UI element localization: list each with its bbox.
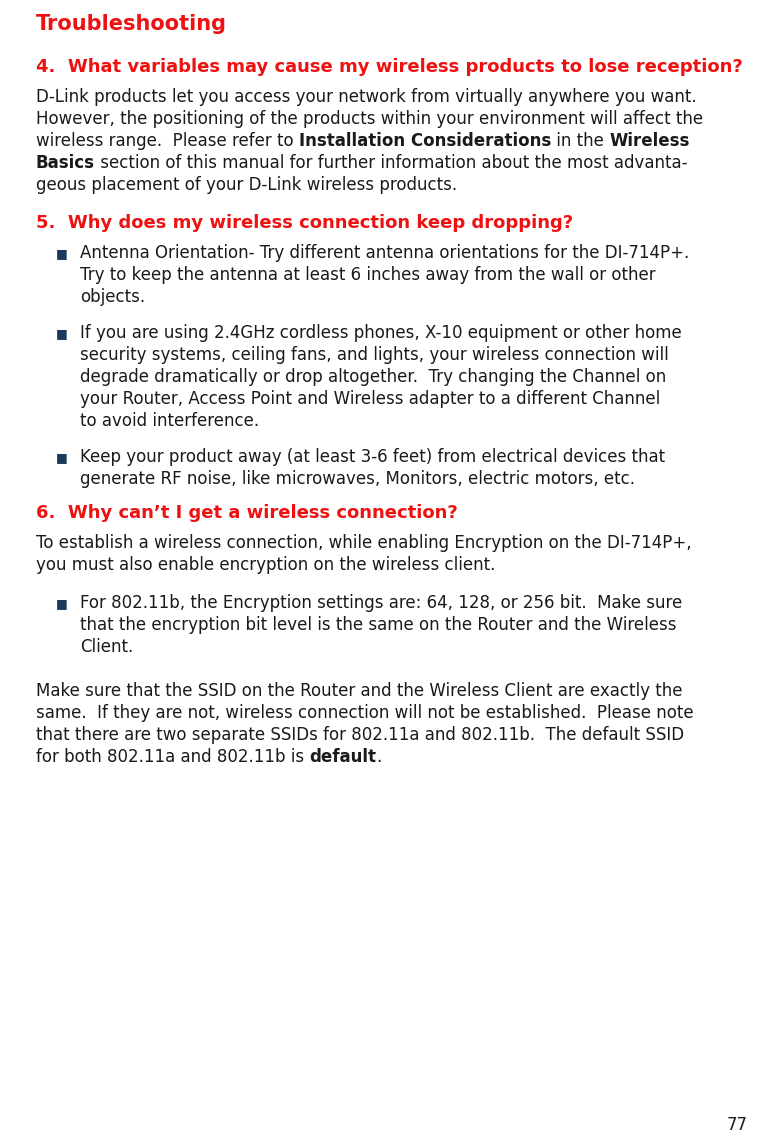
Text: for both 802.11a and 802.11b is: for both 802.11a and 802.11b is (36, 748, 310, 766)
Text: Antenna Orientation- Try different antenna orientations for the DI-714P+.: Antenna Orientation- Try different anten… (80, 245, 689, 262)
Text: ■: ■ (56, 247, 67, 259)
Text: ■: ■ (56, 451, 67, 464)
Text: generate RF noise, like microwaves, Monitors, electric motors, etc.: generate RF noise, like microwaves, Moni… (80, 470, 635, 488)
Text: Try to keep the antenna at least 6 inches away from the wall or other: Try to keep the antenna at least 6 inche… (80, 266, 655, 284)
Text: same.  If they are not, wireless connection will not be established.  Please not: same. If they are not, wireless connecti… (36, 704, 694, 722)
Text: objects.: objects. (80, 288, 145, 307)
Text: to avoid interference.: to avoid interference. (80, 412, 260, 430)
Text: .: . (376, 748, 382, 766)
Text: 6.  Why can’t I get a wireless connection?: 6. Why can’t I get a wireless connection… (36, 504, 458, 522)
Text: ■: ■ (56, 597, 67, 610)
Text: Basics: Basics (36, 154, 95, 172)
Text: geous placement of your D-Link wireless products.: geous placement of your D-Link wireless … (36, 176, 457, 194)
Text: Wireless: Wireless (609, 132, 690, 150)
Text: security systems, ceiling fans, and lights, your wireless connection will: security systems, ceiling fans, and ligh… (80, 346, 669, 364)
Text: your Router, Access Point and Wireless adapter to a different Channel: your Router, Access Point and Wireless a… (80, 390, 660, 408)
Text: Make sure that the SSID on the Router and the Wireless Client are exactly the: Make sure that the SSID on the Router an… (36, 682, 683, 700)
Text: 4.  What variables may cause my wireless products to lose reception?: 4. What variables may cause my wireless … (36, 59, 742, 76)
Text: you must also enable encryption on the wireless client.: you must also enable encryption on the w… (36, 556, 495, 574)
Text: ■: ■ (56, 327, 67, 340)
Text: section of this manual for further information about the most advanta-: section of this manual for further infor… (95, 154, 688, 172)
Text: default: default (310, 748, 376, 766)
Text: 77: 77 (727, 1116, 748, 1134)
Text: degrade dramatically or drop altogether.  Try changing the Channel on: degrade dramatically or drop altogether.… (80, 369, 666, 386)
Text: However, the positioning of the products within your environment will affect the: However, the positioning of the products… (36, 110, 703, 127)
Text: Installation Considerations: Installation Considerations (299, 132, 551, 150)
Text: Keep your product away (at least 3-6 feet) from electrical devices that: Keep your product away (at least 3-6 fee… (80, 448, 665, 466)
Text: For 802.11b, the Encryption settings are: 64, 128, or 256 bit.  Make sure: For 802.11b, the Encryption settings are… (80, 594, 682, 612)
Text: Client.: Client. (80, 638, 133, 656)
Text: If you are using 2.4GHz cordless phones, X-10 equipment or other home: If you are using 2.4GHz cordless phones,… (80, 324, 682, 342)
Text: D-Link products let you access your network from virtually anywhere you want.: D-Link products let you access your netw… (36, 88, 697, 106)
Text: 5.  Why does my wireless connection keep dropping?: 5. Why does my wireless connection keep … (36, 214, 573, 232)
Text: in the: in the (551, 132, 609, 150)
Text: To establish a wireless connection, while enabling Encryption on the DI-714P+,: To establish a wireless connection, whil… (36, 534, 691, 552)
Text: wireless range.  Please refer to: wireless range. Please refer to (36, 132, 299, 150)
Text: that there are two separate SSIDs for 802.11a and 802.11b.  The default SSID: that there are two separate SSIDs for 80… (36, 726, 684, 744)
Text: that the encryption bit level is the same on the Router and the Wireless: that the encryption bit level is the sam… (80, 616, 677, 634)
Text: Troubleshooting: Troubleshooting (36, 14, 227, 34)
